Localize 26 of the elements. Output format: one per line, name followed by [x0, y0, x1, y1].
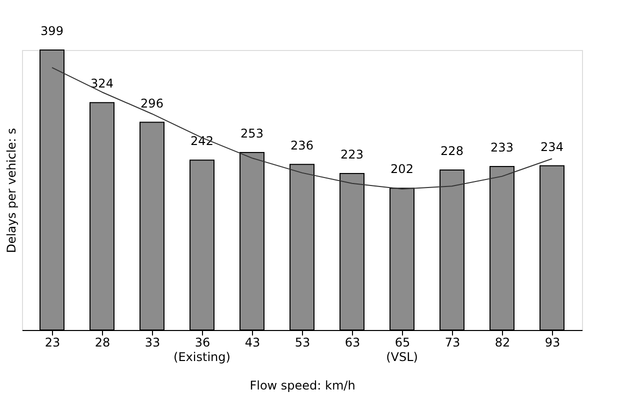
data-label: 242: [190, 134, 214, 148]
text: (VSL): [386, 350, 418, 364]
data-label: 202: [390, 162, 414, 176]
x-tick-label: 53: [294, 336, 310, 350]
x-tick-label: 43: [244, 336, 260, 350]
y-axis-title: Delays per vehicle: s: [4, 128, 18, 254]
x-tick-label: 23: [44, 336, 60, 350]
data-label: 324: [90, 76, 114, 91]
text: (Existing): [174, 350, 230, 364]
data-label: 223: [340, 148, 364, 162]
data-label: 236: [290, 138, 314, 152]
data-label: 296: [140, 96, 164, 110]
data-label: 233: [490, 140, 514, 154]
x-tick-label: 73: [444, 336, 460, 350]
data-label: 399: [40, 24, 64, 38]
x-tick-label: 93: [544, 336, 560, 350]
x-tick-label: 63: [344, 336, 360, 350]
x-tick-label: 82: [494, 336, 510, 350]
x-tick-label: 36: [194, 336, 210, 350]
x-tick-label: 28: [94, 336, 110, 350]
x-tick-label: 65: [394, 336, 410, 350]
data-label: 253: [240, 126, 264, 140]
data-label: 234: [540, 140, 564, 154]
data-label: 228: [440, 144, 464, 158]
x-tick-label: 33: [144, 336, 160, 350]
x-axis-title: Flow speed: km/h: [250, 378, 356, 392]
